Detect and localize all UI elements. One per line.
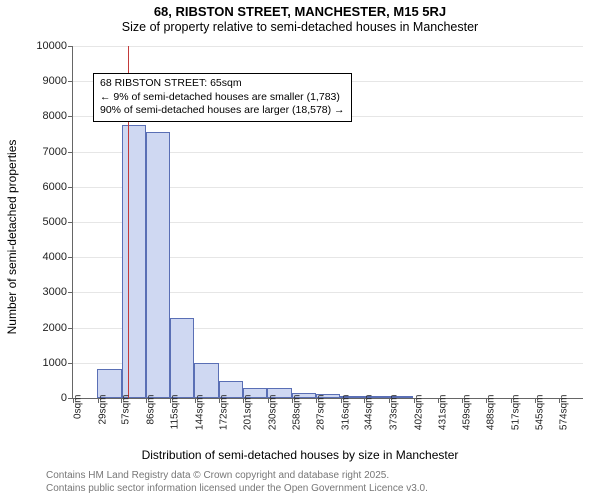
x-tick-label: 258sqm [291, 395, 302, 431]
y-tick-label: 9000 [17, 75, 67, 87]
chart-subtitle: Size of property relative to semi-detach… [0, 20, 600, 34]
histogram-bar [122, 125, 146, 398]
x-axis-label: Distribution of semi-detached houses by … [0, 448, 600, 462]
x-tick-label: 488sqm [486, 395, 497, 431]
y-tick-label: 7000 [17, 146, 67, 158]
reference-annotation: 68 RIBSTON STREET: 65sqm ← 9% of semi-de… [93, 73, 352, 122]
x-tick-label: 0sqm [73, 395, 84, 419]
chart-title: 68, RIBSTON STREET, MANCHESTER, M15 5RJ [0, 4, 600, 19]
y-tick-label: 2000 [17, 322, 67, 334]
x-tick-label: 373sqm [388, 395, 399, 431]
annotation-line: 90% of semi-detached houses are larger (… [100, 104, 345, 118]
x-tick-label: 287sqm [316, 395, 327, 431]
annotation-line: 68 RIBSTON STREET: 65sqm [100, 77, 345, 91]
x-tick-label: 431sqm [438, 395, 449, 431]
x-tick-label: 545sqm [534, 395, 545, 431]
histogram-plot: 0100020003000400050006000700080009000100… [72, 46, 583, 399]
x-tick-label: 574sqm [559, 395, 570, 431]
attribution-footer: Contains HM Land Registry data © Crown c… [46, 470, 586, 495]
y-tick-label: 6000 [17, 181, 67, 193]
x-tick-label: 201sqm [243, 395, 254, 431]
y-tick-label: 5000 [17, 216, 67, 228]
footer-line: Contains public sector information licen… [46, 483, 428, 494]
y-tick-label: 3000 [17, 286, 67, 298]
x-tick-label: 316sqm [340, 395, 351, 431]
y-tick-label: 4000 [17, 251, 67, 263]
gridline [73, 46, 583, 47]
x-tick-label: 344sqm [364, 395, 375, 431]
histogram-bar [146, 132, 170, 398]
annotation-line: ← 9% of semi-detached houses are smaller… [100, 91, 345, 105]
x-tick-label: 517sqm [510, 395, 521, 431]
x-tick-label: 144sqm [194, 395, 205, 431]
x-tick-label: 115sqm [170, 395, 181, 430]
y-tick-label: 0 [17, 392, 67, 404]
x-tick-label: 172sqm [218, 395, 229, 431]
x-tick-label: 29sqm [97, 395, 108, 425]
y-tick-label: 10000 [17, 40, 67, 52]
histogram-bar [194, 363, 218, 398]
footer-line: Contains HM Land Registry data © Crown c… [46, 470, 389, 481]
x-tick-label: 230sqm [267, 395, 278, 431]
histogram-bar [170, 318, 194, 398]
x-tick-label: 459sqm [461, 395, 472, 431]
y-tick-label: 8000 [17, 110, 67, 122]
x-tick-label: 86sqm [145, 395, 156, 425]
x-tick-label: 57sqm [121, 395, 132, 425]
y-tick-label: 1000 [17, 357, 67, 369]
x-tick-label: 402sqm [413, 395, 424, 431]
